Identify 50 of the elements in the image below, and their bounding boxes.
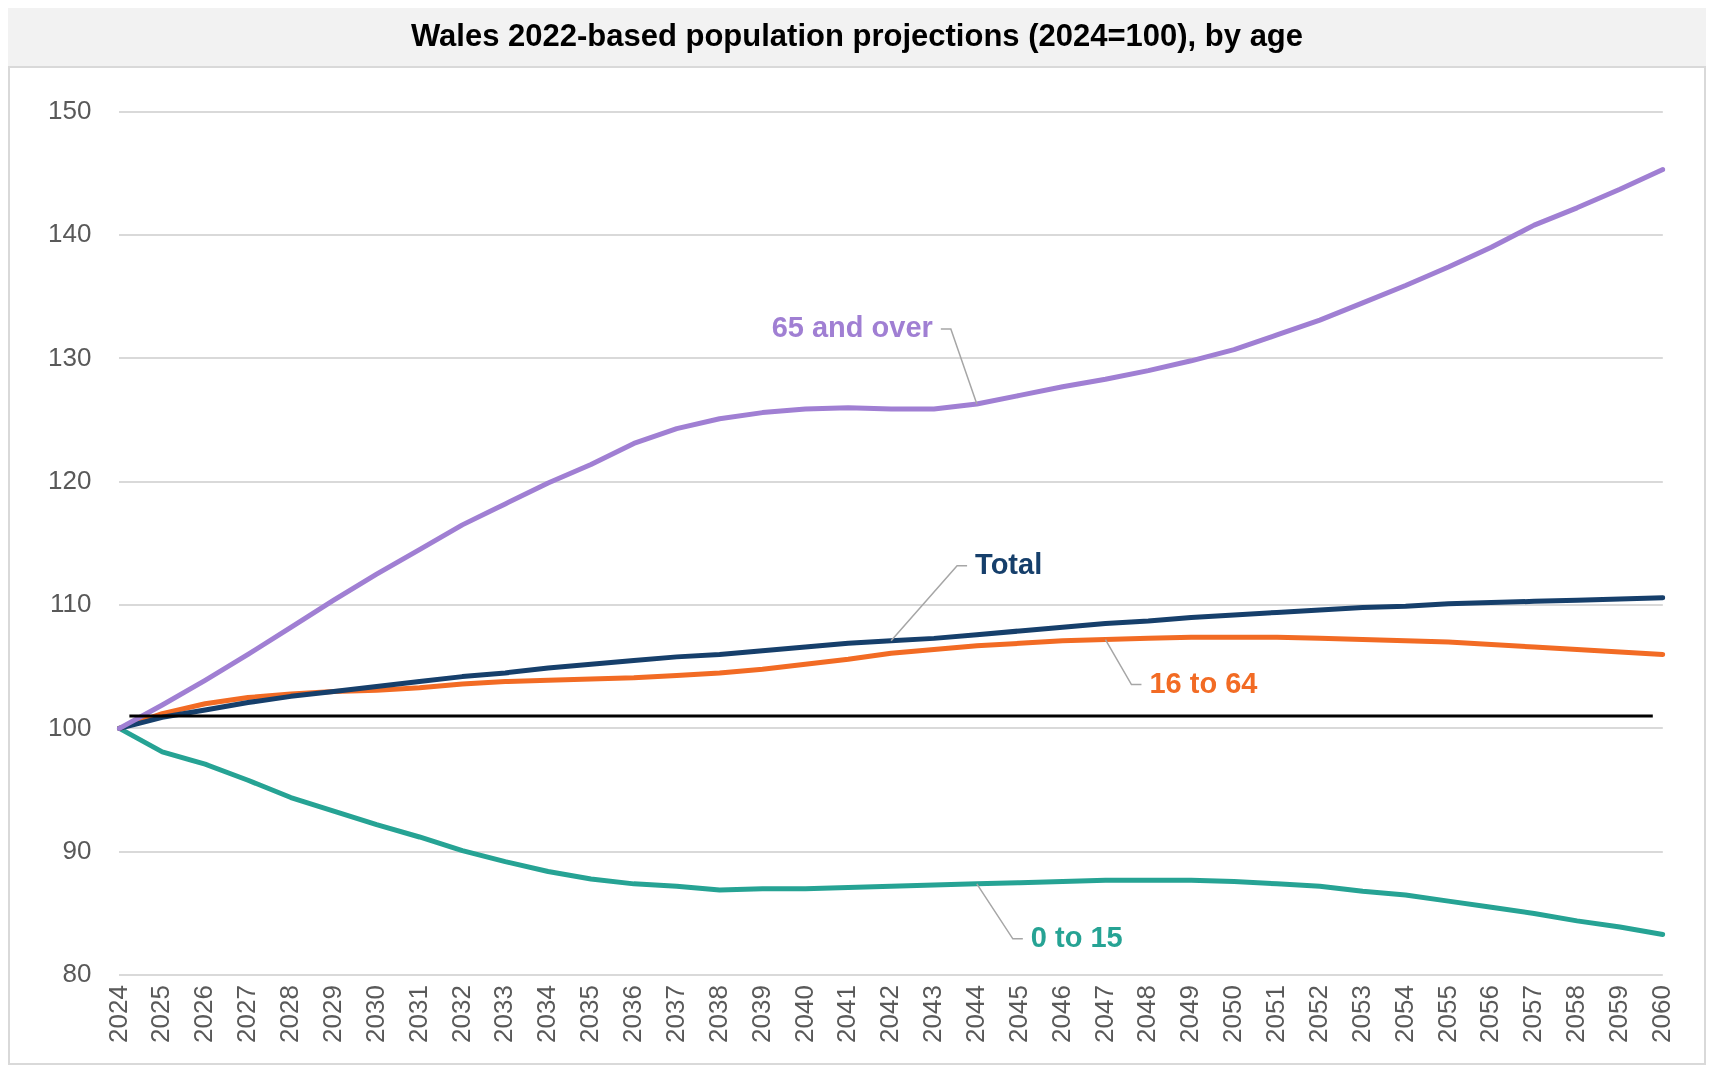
x-tick-label: 2054	[1388, 985, 1419, 1043]
x-tick-label: 2050	[1217, 985, 1248, 1043]
x-tick-label: 2029	[316, 985, 347, 1043]
x-tick-label: 2034	[531, 985, 562, 1043]
x-tick-label: 2047	[1088, 985, 1119, 1043]
x-tick-label: 2058	[1560, 985, 1591, 1043]
y-tick-label: 110	[49, 588, 92, 619]
x-tick-label: 2042	[874, 985, 905, 1043]
series-label: 16 to 64	[1149, 666, 1258, 699]
x-tick-label: 2031	[402, 985, 433, 1043]
chart-title: Wales 2022-based population projections (2024=100), by age	[8, 8, 1706, 66]
x-tick-label: 2045	[1002, 985, 1033, 1043]
x-tick-label: 2033	[488, 985, 519, 1043]
x-tick-label: 2040	[788, 985, 819, 1043]
x-tick-label: 2035	[574, 985, 605, 1043]
y-tick-label: 90	[62, 834, 92, 865]
x-tick-label: 2043	[917, 985, 948, 1043]
x-tick-label: 2056	[1474, 985, 1505, 1043]
x-tick-label: 2053	[1345, 985, 1376, 1043]
series-label: Total	[975, 547, 1043, 580]
y-tick-label: 100	[47, 711, 92, 742]
y-tick-label: 120	[47, 464, 92, 495]
text: 65 and over	[771, 310, 933, 343]
x-tick-label: 2038	[702, 985, 733, 1043]
x-tick-label: 2055	[1431, 985, 1462, 1043]
x-tick-label: 2037	[659, 985, 690, 1043]
x-tick-label: 2025	[145, 985, 176, 1043]
x-tick-label: 2051	[1260, 985, 1291, 1043]
x-tick-label: 2032	[445, 985, 476, 1043]
x-tick-label: 2046	[1045, 985, 1076, 1043]
x-tick-label: 2024	[102, 985, 133, 1043]
y-tick-label: 140	[47, 218, 92, 249]
x-tick-label: 2057	[1517, 985, 1548, 1043]
y-tick-label: 130	[47, 341, 92, 372]
series-label: 0 to 15	[1030, 920, 1123, 953]
x-tick-label: 2052	[1302, 985, 1333, 1043]
x-tick-label: 2059	[1603, 985, 1634, 1043]
x-tick-label: 2039	[745, 985, 776, 1043]
x-tick-label: 2060	[1645, 985, 1676, 1043]
y-tick-label: 150	[47, 94, 92, 125]
x-tick-label: 2026	[188, 985, 219, 1043]
x-tick-label: 2041	[831, 985, 862, 1043]
x-tick-label: 2027	[231, 985, 262, 1043]
x-tick-label: 2049	[1174, 985, 1205, 1043]
x-tick-label: 2036	[617, 985, 648, 1043]
x-tick-label: 2048	[1131, 985, 1162, 1043]
x-tick-label: 2028	[274, 985, 305, 1043]
y-tick-label: 80	[62, 958, 92, 989]
x-tick-label: 2030	[359, 985, 390, 1043]
x-tick-label: 2044	[960, 985, 991, 1043]
